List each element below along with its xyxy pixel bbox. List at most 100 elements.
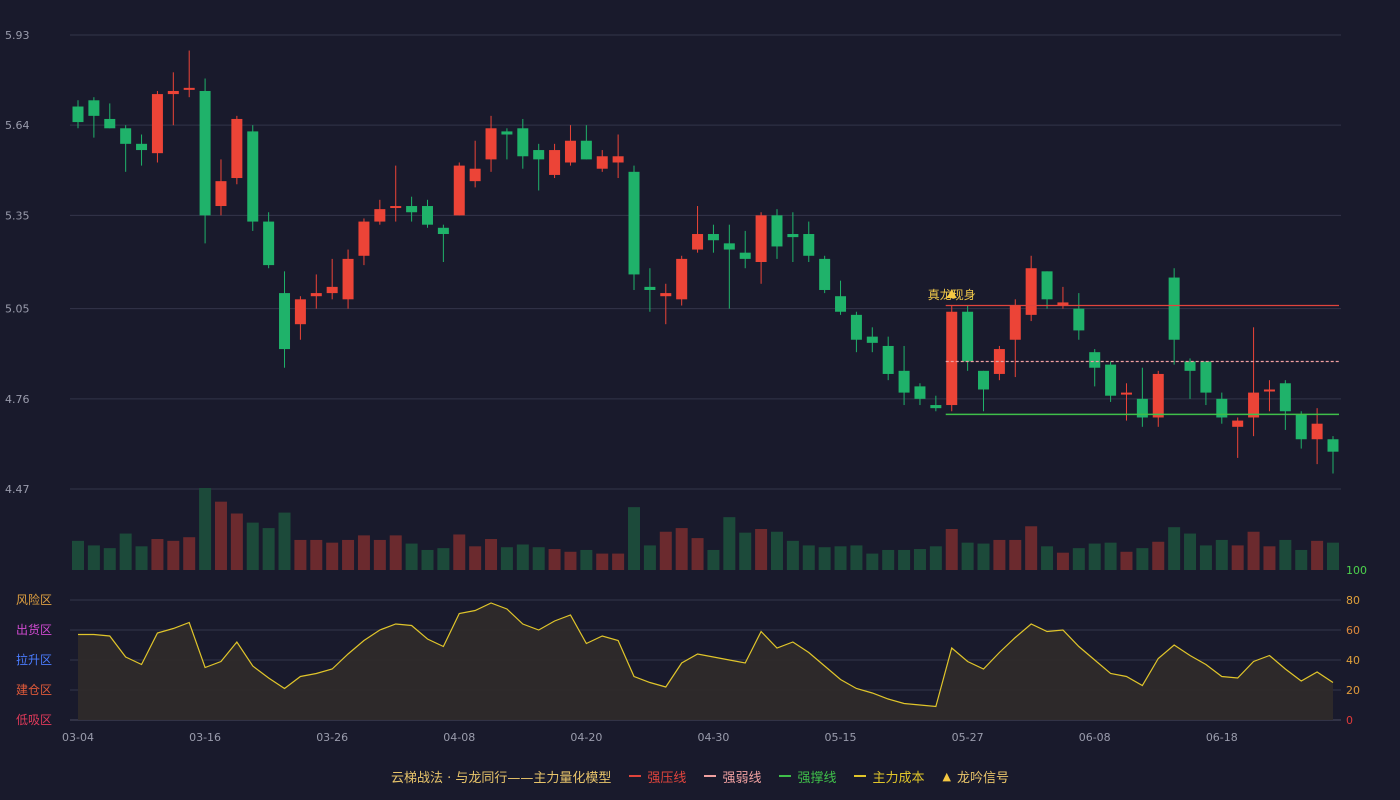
candle-body [136,143,148,151]
volume-bar [437,548,450,570]
volume-bar [770,531,783,570]
volume-bar [278,512,291,570]
candle-body [628,171,640,275]
candle-body [247,131,259,222]
candle-body [612,156,624,163]
volume-bar [945,529,958,570]
triangle-icon [946,289,957,298]
volume-bar [310,539,323,570]
volume-bar [1025,526,1038,570]
candle-body [485,128,497,160]
legend-item-weak-line: 强弱线 [704,767,761,786]
price-tick-label: 5.35 [5,209,30,222]
legend-item-strong-pressure: 强压线 [629,767,686,786]
price-gridlines [70,34,1341,490]
volume-bar [580,549,593,570]
date-tick-label: 05-27 [952,731,984,744]
volume-bar [72,540,84,570]
candle-body [183,87,195,90]
volume-bar [326,542,339,570]
volume-bar [929,546,942,570]
volume-bar [230,513,243,570]
volume-bar [802,545,815,570]
volume-bar [675,528,688,570]
candle-body [835,296,847,312]
volume-bar [850,545,863,570]
volume-bar [755,529,768,570]
candle-body [1279,383,1291,412]
candle-body [199,90,211,216]
candle-body [88,100,100,116]
candle-body [930,405,942,409]
volume-bar [834,546,847,570]
volume-bar [1184,533,1197,570]
candle-body [739,252,751,259]
candle-body [1184,361,1196,371]
legend-label: 龙吟信号 [956,770,1009,786]
triangle-icon: ▲ [942,769,951,783]
osc-tick-label: 100 [1346,564,1367,577]
volume-bar [1009,539,1022,570]
volume-bar [405,543,418,570]
volume-bar [977,543,990,570]
candle-body [993,349,1005,374]
volume-bar [548,549,561,570]
price-axis: 5.93 5.64 5.35 5.05 4.76 4.47 [5,29,30,496]
legend-model-title: 云梯战法 · 与龙同行——主力量化模型 [391,767,611,786]
candle-body [1248,392,1260,418]
candle-body [1057,302,1069,306]
price-tick-label: 5.64 [5,119,30,132]
candle-body [596,156,608,169]
volume-bar [596,553,609,570]
volume-bar [87,545,100,570]
candle-body [358,221,370,256]
candle-body [644,286,656,290]
volume-bar [707,549,720,570]
volume-bar [882,549,895,570]
candlesticks [72,50,1339,474]
price-tick-label: 4.47 [5,483,30,496]
candle-body [1327,439,1339,452]
volume-bar [961,542,974,570]
legend: 云梯战法 · 与龙同行——主力量化模型 强压线 强弱线 强撑线 主力成本 ▲ 龙… [0,764,1400,788]
osc-line [78,602,1334,708]
volume-bar [1120,551,1133,570]
volume-bar [1327,542,1339,570]
volume-bar [469,546,482,570]
volume-bar [1231,545,1244,570]
candle-body [882,345,894,374]
date-tick-label: 04-20 [570,731,602,744]
legend-label: 强压线 [647,770,687,786]
candle-body [946,311,958,406]
legend-item-main-cost: 主力成本 [854,767,924,786]
date-tick-label: 06-08 [1079,731,1111,744]
candle-body [1295,414,1307,440]
osc-tick-label: 80 [1346,594,1360,607]
volume-bar [135,546,148,570]
osc-zone-label: 风险区 [16,592,52,607]
candle-body [1263,389,1275,392]
candle-body [1041,271,1053,300]
candle-body [787,234,799,238]
strong-pressure-swatch [629,775,642,777]
osc-area [78,603,1333,720]
candle-body [406,206,418,213]
volume-bar [1279,539,1292,570]
candle-body [549,150,561,175]
volume-bar [1056,552,1069,570]
candle-body [533,150,545,160]
candle-body [310,293,322,297]
volume-bar [1247,531,1260,570]
volume-bar [1041,546,1054,570]
candle-body [1025,268,1037,315]
osc-tick-label: 60 [1346,624,1360,637]
legend-label: 强撑线 [797,770,837,786]
volume-bar [532,547,545,570]
support-swatch [779,775,792,777]
volume-bar [1152,541,1165,570]
volume-bar [818,547,831,570]
candle-body [215,181,227,207]
volume-bar [866,553,879,570]
